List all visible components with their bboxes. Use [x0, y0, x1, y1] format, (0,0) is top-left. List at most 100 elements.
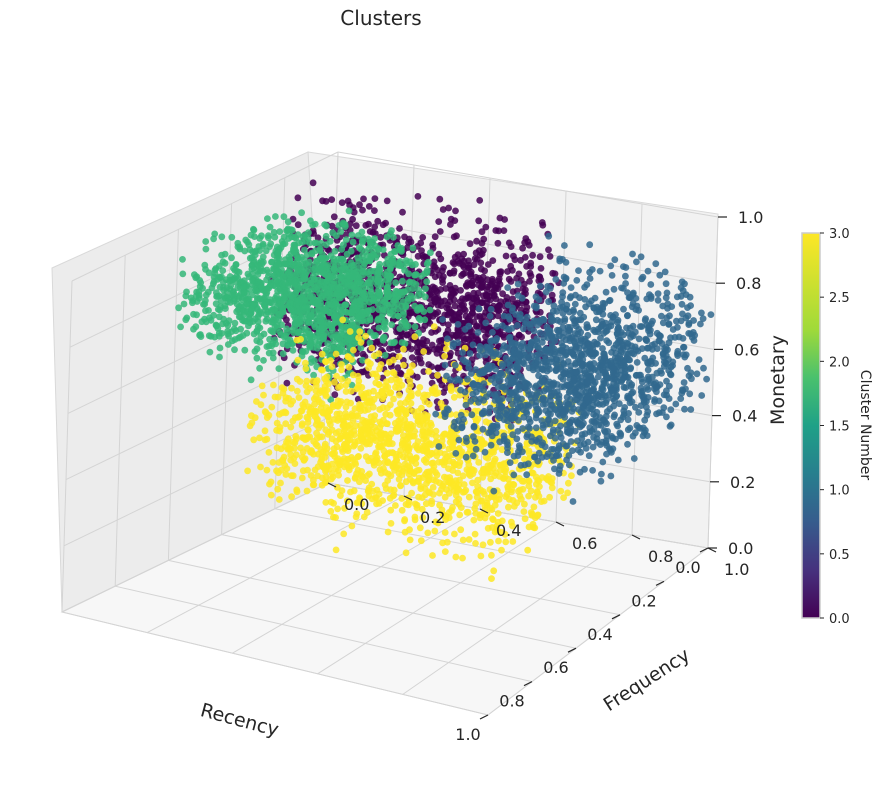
scatter-point: [433, 471, 441, 479]
scatter-point: [359, 206, 366, 214]
scatter-point: [332, 232, 340, 240]
scatter-point: [330, 213, 338, 221]
scatter-point: [417, 483, 425, 490]
scatter-point: [449, 444, 457, 452]
scatter-point: [347, 308, 355, 316]
scatter-point: [494, 239, 502, 247]
scatter-point: [252, 287, 259, 294]
scatter-point: [298, 326, 306, 334]
scatter-point: [321, 453, 329, 461]
scatter-point: [478, 283, 486, 290]
scatter-point: [599, 458, 607, 466]
scatter-point: [405, 498, 413, 506]
cluster-3-points: [244, 316, 583, 582]
scatter-point: [445, 321, 452, 329]
scatter-point: [493, 323, 501, 330]
scatter-point: [457, 504, 465, 511]
scatter-point: [175, 304, 183, 312]
scatter-point: [474, 375, 482, 383]
scatter-point: [540, 497, 548, 505]
scatter-point: [545, 298, 552, 306]
scatter-point: [430, 262, 437, 270]
scatter-point: [332, 350, 340, 358]
scatter-point: [257, 401, 265, 409]
scatter-point: [260, 357, 267, 364]
scatter-point: [687, 406, 695, 413]
scatter-point: [317, 299, 324, 307]
scatter-point: [429, 313, 437, 320]
scatter-point: [491, 455, 499, 463]
scatter-point: [278, 384, 286, 392]
scatter-point: [263, 435, 271, 443]
scatter-point: [298, 420, 306, 428]
scatter-point: [248, 261, 256, 269]
scatter-point: [568, 472, 575, 480]
scatter-point: [474, 336, 482, 344]
scatter-point: [241, 247, 249, 255]
scatter-point: [268, 318, 275, 326]
scatter-point: [231, 346, 238, 354]
scatter-point: [441, 458, 449, 466]
scatter-point: [481, 448, 489, 456]
scatter-point: [609, 434, 617, 442]
scatter-point: [468, 281, 476, 289]
scatter-point: [525, 523, 533, 531]
scatter-point: [303, 251, 311, 259]
scatter-point: [575, 267, 582, 274]
scatter-point: [417, 359, 425, 367]
grid-line: [61, 611, 489, 716]
scatter-point: [358, 228, 366, 236]
scatter-point: [415, 315, 423, 322]
scatter-point: [386, 309, 394, 317]
scatter-point: [299, 448, 307, 456]
scatter-point: [607, 472, 615, 480]
scatter-point: [476, 313, 484, 320]
scatter-point: [509, 304, 516, 312]
scatter-point: [283, 379, 291, 387]
scatter-point: [324, 319, 332, 327]
scatter-point: [388, 294, 395, 301]
scatter-point: [489, 257, 497, 264]
scatter-point: [290, 279, 298, 287]
scatter-point: [293, 257, 301, 265]
scatter-point: [318, 481, 326, 489]
scatter-point: [523, 304, 531, 311]
scatter-point: [356, 494, 363, 502]
scatter-point: [240, 283, 248, 291]
scatter-point: [294, 221, 302, 229]
scatter-point: [425, 429, 433, 436]
scatter-point: [633, 422, 641, 429]
scatter-point: [324, 262, 332, 269]
scatter-point: [182, 292, 190, 300]
scatter-point: [260, 301, 268, 309]
scatter-point: [254, 262, 262, 270]
scatter-point: [350, 284, 358, 291]
scatter-point: [387, 230, 394, 238]
scatter-point: [289, 347, 297, 354]
scatter-point: [510, 252, 517, 260]
scatter-point: [338, 361, 345, 368]
gridlines: [61, 151, 719, 716]
scatter-point: [465, 364, 473, 371]
scatter-point: [367, 288, 375, 296]
scatter-point: [362, 332, 369, 340]
scatter-point: [314, 234, 322, 242]
scatter-point: [529, 469, 537, 477]
scatter-point: [225, 317, 233, 324]
scatter-point: [396, 225, 403, 232]
scatter-point: [295, 394, 303, 401]
scatter-point: [275, 365, 283, 372]
grid-line: [221, 534, 621, 616]
scatter-point: [259, 242, 267, 250]
scatter-point: [243, 300, 250, 308]
scatter-point: [395, 409, 403, 417]
scatter-point: [245, 322, 252, 330]
scatter-point: [278, 280, 286, 288]
scatter-point: [244, 467, 252, 475]
scatter-point: [352, 222, 360, 230]
scatter-point: [293, 486, 301, 494]
scatter-point: [494, 510, 502, 517]
scatter-point: [498, 446, 506, 454]
scatter-point: [402, 408, 410, 416]
scatter-point: [459, 536, 467, 544]
